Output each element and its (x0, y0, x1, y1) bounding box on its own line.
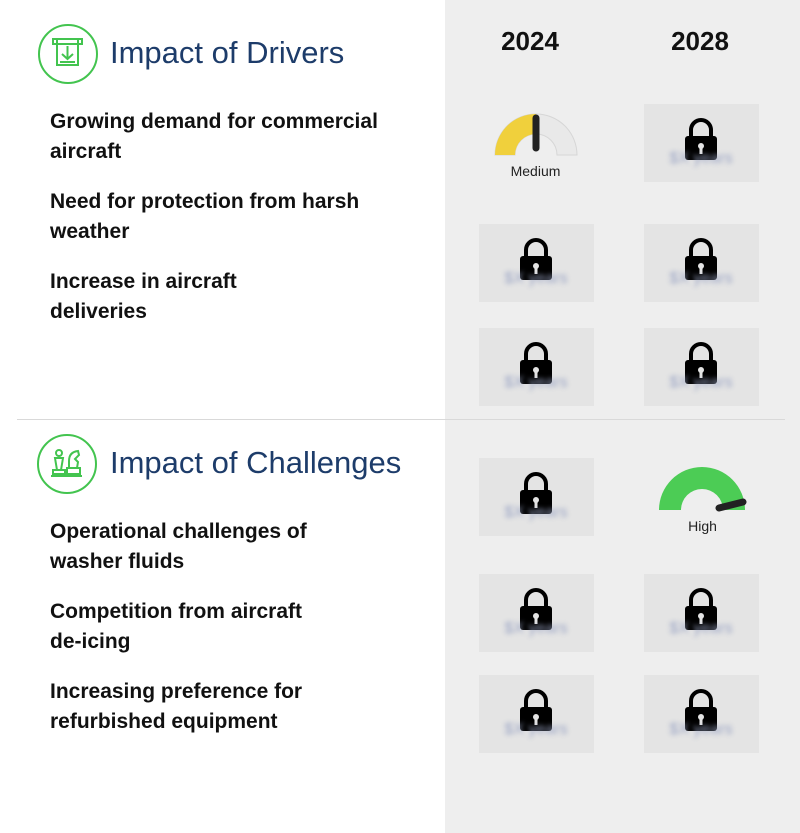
gauge-label: Medium (510, 163, 561, 179)
section-divider (17, 419, 785, 420)
lock-icon (520, 342, 552, 384)
year-2024-header: 2024 (501, 26, 559, 56)
challenges-title: Impact of Challenges (110, 445, 402, 480)
locked-rating[interactable]: $X years (644, 675, 759, 753)
locked-rating[interactable]: $X years (644, 224, 759, 302)
lock-icon (520, 689, 552, 731)
lock-icon (685, 689, 717, 731)
bill-download-icon (38, 24, 98, 84)
challenge-item: Operational challenges of washer fluids (50, 520, 307, 573)
high-gauge: High (645, 462, 760, 552)
locked-rating[interactable]: $X years (644, 574, 759, 652)
locked-rating[interactable]: $X years (479, 675, 594, 753)
lock-icon (520, 238, 552, 280)
lock-icon (685, 588, 717, 630)
medium-gauge: Medium (478, 108, 593, 198)
driver-item: Increase in aircraft deliveries (50, 270, 237, 323)
locked-rating[interactable]: $X years (479, 574, 594, 652)
lock-icon (520, 472, 552, 514)
locked-rating[interactable]: $X years (479, 458, 594, 536)
lock-icon (520, 588, 552, 630)
lock-icon (685, 118, 717, 160)
challenge-item: Competition from aircraft de-icing (50, 600, 303, 653)
challenge-item: Increasing preference for refurbished equ… (50, 680, 303, 733)
locked-rating[interactable]: $X years (644, 104, 759, 182)
locked-rating[interactable]: $X years (644, 328, 759, 406)
locked-rating[interactable]: $X years (479, 224, 594, 302)
lock-icon (685, 238, 717, 280)
driver-item: Growing demand for commercial aircraft (50, 110, 378, 163)
driver-item: Need for protection from harsh weather (50, 190, 360, 243)
locked-rating[interactable]: $X years (479, 328, 594, 406)
year-2028-header: 2028 (671, 26, 729, 56)
chess-pieces-icon (37, 434, 97, 494)
gauge-label: High (688, 518, 717, 534)
drivers-title: Impact of Drivers (110, 35, 345, 70)
lock-icon (685, 342, 717, 384)
